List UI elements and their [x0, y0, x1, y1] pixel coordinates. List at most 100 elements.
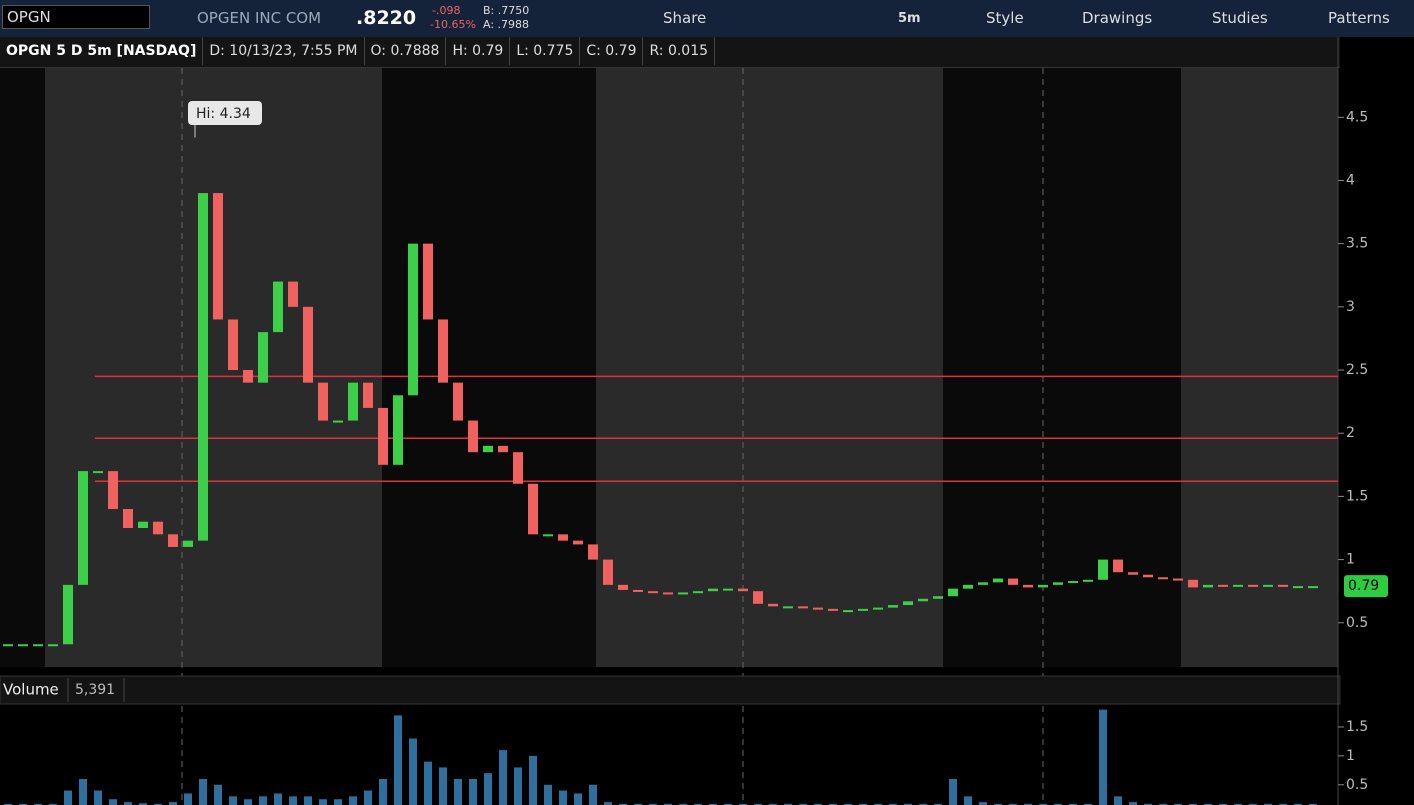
volume-bar: [1294, 803, 1302, 805]
candle: [558, 534, 568, 541]
toolbar-button[interactable]: Drawings: [1082, 9, 1153, 27]
candle: [213, 193, 223, 320]
ask: A: .7988: [483, 18, 530, 31]
volume-bar: [919, 803, 927, 805]
toolbar-button[interactable]: Style: [986, 9, 1024, 27]
volume-bar: [169, 802, 177, 805]
candle: [1233, 584, 1243, 587]
volume-bar: [184, 793, 192, 805]
candle: [468, 420, 478, 453]
volume-bar: [799, 803, 807, 805]
candle: [363, 382, 373, 408]
volume-bar: [1174, 803, 1182, 805]
candle: [1218, 584, 1228, 587]
volume-bar: [664, 803, 672, 805]
candle: [498, 445, 508, 453]
candle: [978, 582, 988, 585]
volume-bar: [679, 803, 687, 805]
candle: [183, 540, 193, 547]
volume-bar: [79, 778, 87, 805]
candle: [93, 471, 103, 474]
volume-bar: [589, 784, 597, 805]
candle: [333, 420, 343, 423]
candle: [783, 606, 793, 609]
header-field: R: 0.015: [643, 37, 716, 65]
session-bg: [596, 68, 943, 667]
volume-bar: [409, 738, 417, 805]
candle: [603, 559, 613, 585]
candle: [243, 370, 253, 383]
volume-bar: [1069, 803, 1077, 805]
volume-bar: [334, 799, 342, 805]
candle: [918, 598, 928, 602]
volume-bar: [1024, 803, 1032, 805]
y-tick-label: 2: [1346, 425, 1355, 441]
volume-bar: [559, 790, 567, 805]
toolbar-button[interactable]: Patterns: [1328, 9, 1390, 27]
volume-bar: [949, 778, 957, 805]
candle: [18, 644, 28, 647]
candle: [888, 605, 898, 608]
candle: [393, 395, 403, 465]
candle: [1008, 578, 1018, 585]
y-tick-label: 1: [1346, 748, 1355, 764]
candle: [843, 610, 853, 613]
candle: [1113, 559, 1123, 573]
candle: [138, 521, 148, 528]
candle: [483, 445, 493, 453]
volume-bar: [1234, 803, 1242, 805]
y-tick-label: 3.5: [1346, 236, 1368, 252]
candle: [1293, 586, 1303, 589]
toolbar-button[interactable]: Studies: [1212, 9, 1268, 27]
candle: [543, 534, 553, 537]
candle: [933, 596, 943, 599]
change-pct: -10.65%: [430, 18, 476, 31]
candle: [48, 644, 58, 647]
candle: [633, 589, 643, 592]
header-field: H: 0.79: [446, 37, 511, 65]
volume-bar: [139, 803, 147, 805]
candle: [273, 281, 283, 333]
candle: [618, 584, 628, 590]
candle: [108, 471, 118, 510]
volume-bar: [64, 790, 72, 805]
candle: [1038, 584, 1048, 588]
volume-bar: [214, 784, 222, 805]
candle: [33, 644, 43, 647]
volume-bar: [244, 799, 252, 805]
volume-bar: [1114, 796, 1122, 805]
chart-header: OPGN 5 D 5m [NASDAQ] D: 10/13/23, 7:55 PM…: [0, 37, 1340, 68]
y-tick-label: 0.5: [1346, 615, 1368, 631]
volume-bar: [1054, 803, 1062, 805]
last-price: .8220: [356, 7, 417, 29]
volume-bar: [844, 803, 852, 805]
candle: [798, 606, 808, 609]
candle: [573, 540, 583, 545]
volume-bar: [1159, 803, 1167, 805]
y-tick-label: 3: [1346, 299, 1355, 315]
candle: [288, 281, 298, 307]
candle: [198, 193, 208, 541]
header-field: C: 0.79: [580, 37, 644, 65]
volume-bar: [499, 750, 507, 805]
symbol-box[interactable]: OPGN: [2, 5, 150, 29]
symbol: OPGN: [7, 8, 51, 26]
toolbar-button[interactable]: Share: [663, 9, 707, 27]
volume-bar: [379, 778, 387, 805]
header-field: D: 10/13/23, 7:55 PM: [203, 37, 365, 65]
y-tick-label: 4.5: [1346, 109, 1368, 125]
change: -.098: [432, 4, 461, 17]
volume-bar: [784, 803, 792, 805]
hi-label: Hi: 4.34: [196, 106, 251, 122]
candle: [153, 521, 163, 535]
volume-bar: [514, 767, 522, 805]
candle: [588, 544, 598, 560]
toolbar-button[interactable]: 5m: [898, 11, 921, 26]
volume-bar: [259, 796, 267, 805]
volume-bar: [4, 803, 12, 805]
volume-bar: [319, 799, 327, 805]
y-tick-label: 0.5: [1346, 777, 1368, 793]
toolbar: OPGN OPGEN INC COM .8220 -.098 -10.65% B…: [0, 0, 1414, 37]
candle: [63, 584, 73, 645]
